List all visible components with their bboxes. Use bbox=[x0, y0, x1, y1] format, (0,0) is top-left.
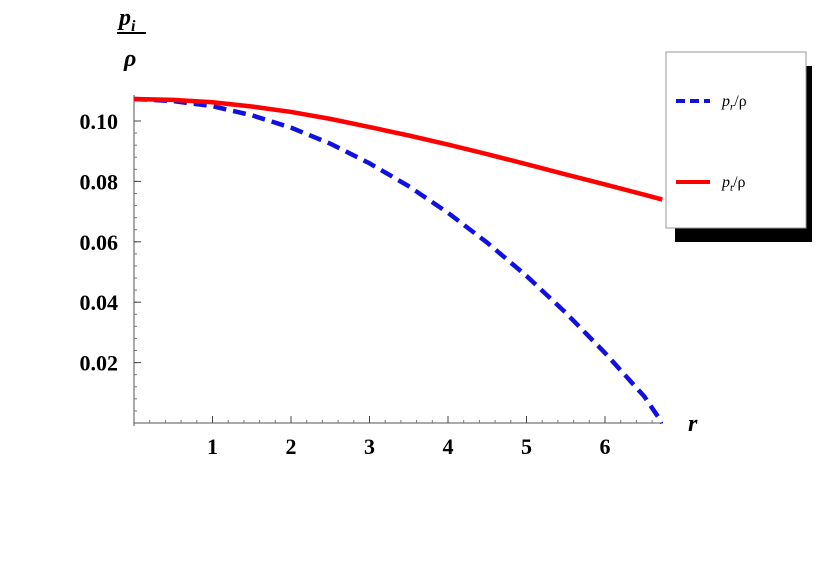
y-tick-label: 0.08 bbox=[80, 169, 119, 194]
y-tick-label: 0.06 bbox=[80, 230, 119, 255]
legend-box bbox=[665, 51, 807, 229]
x-tick-label: 4 bbox=[443, 434, 454, 459]
y-ticks: 0.02 0.04 0.06 0.08 0.10 bbox=[80, 109, 141, 376]
legend-label-p-t: pt/ρ bbox=[721, 174, 746, 194]
y-axis-title-denominator: ρ bbox=[123, 46, 136, 72]
legend: pr/ρ pt/ρ bbox=[665, 51, 812, 242]
series-line-p-r bbox=[134, 96, 663, 425]
x-tick-label: 3 bbox=[364, 434, 375, 459]
x-axis-title: r bbox=[688, 411, 698, 437]
y-axis-title: pi ρ bbox=[117, 5, 146, 72]
x-tick-label: 6 bbox=[600, 434, 611, 459]
y-tick-label: 0.04 bbox=[80, 290, 119, 315]
x-ticks: 1 2 3 4 5 6 bbox=[207, 416, 611, 459]
x-tick-label: 2 bbox=[286, 434, 297, 459]
y-tick-label: 0.02 bbox=[80, 351, 119, 376]
x-tick-label: 5 bbox=[521, 434, 532, 459]
legend-label-p-r: pr/ρ bbox=[721, 93, 747, 113]
series-line-p-t bbox=[134, 96, 663, 202]
x-tick-label: 1 bbox=[207, 434, 218, 459]
y-tick-label: 0.10 bbox=[80, 109, 119, 134]
y-axis-title-numerator: pi bbox=[117, 5, 136, 35]
